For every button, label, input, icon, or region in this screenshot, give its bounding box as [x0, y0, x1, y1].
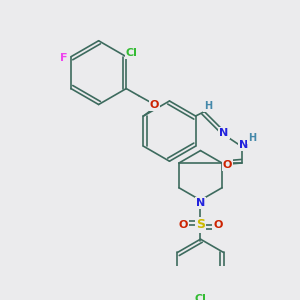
Text: Cl: Cl: [126, 48, 137, 58]
Text: O: O: [214, 220, 223, 230]
Text: F: F: [60, 53, 68, 64]
Text: N: N: [219, 128, 229, 138]
Text: O: O: [150, 100, 159, 110]
Text: H: H: [204, 101, 212, 111]
Text: N: N: [239, 140, 248, 150]
Text: O: O: [178, 220, 188, 230]
Text: H: H: [248, 133, 256, 143]
Text: O: O: [223, 160, 232, 170]
Text: Cl: Cl: [195, 294, 206, 300]
Text: S: S: [196, 218, 205, 232]
Text: N: N: [196, 198, 205, 208]
